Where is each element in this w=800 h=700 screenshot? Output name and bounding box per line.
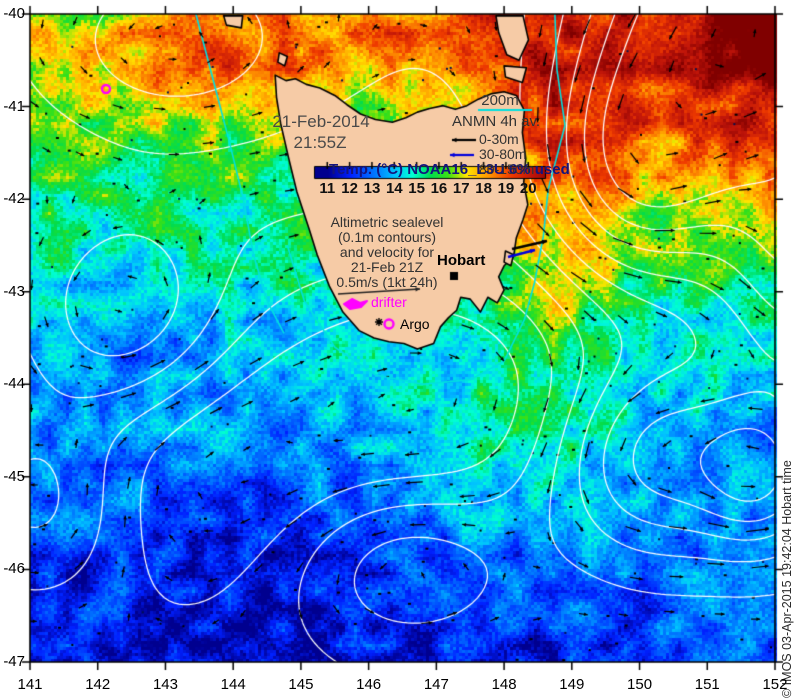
sst-map-canvas[interactable] bbox=[0, 0, 800, 700]
sst-map-page: { "title_block": { "date": "21-Feb-2014"… bbox=[0, 0, 800, 700]
